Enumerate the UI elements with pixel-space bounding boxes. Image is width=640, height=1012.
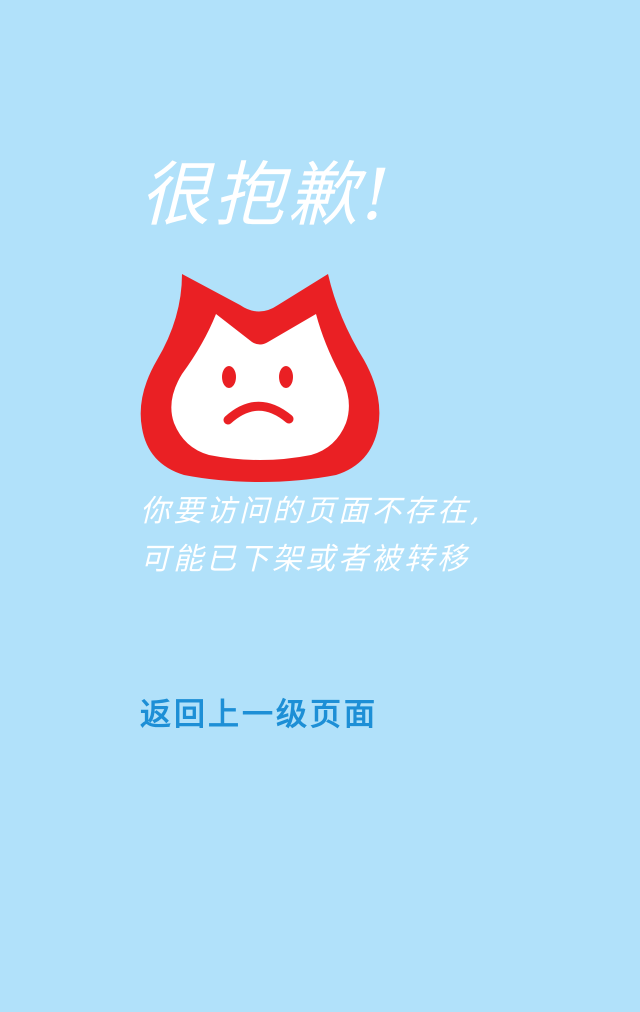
sad-cat-icon — [140, 274, 380, 482]
error-message-line-2: 可能已下架或者被转移 — [140, 542, 470, 577]
back-to-previous-page-link[interactable]: 返回上一级页面 — [140, 697, 378, 733]
error-message-line-1: 你要访问的页面不存在, — [140, 494, 483, 529]
error-title: 很抱歉! — [140, 154, 395, 236]
error-message: 你要访问的页面不存在, 可能已下架或者被转移 — [140, 488, 520, 584]
